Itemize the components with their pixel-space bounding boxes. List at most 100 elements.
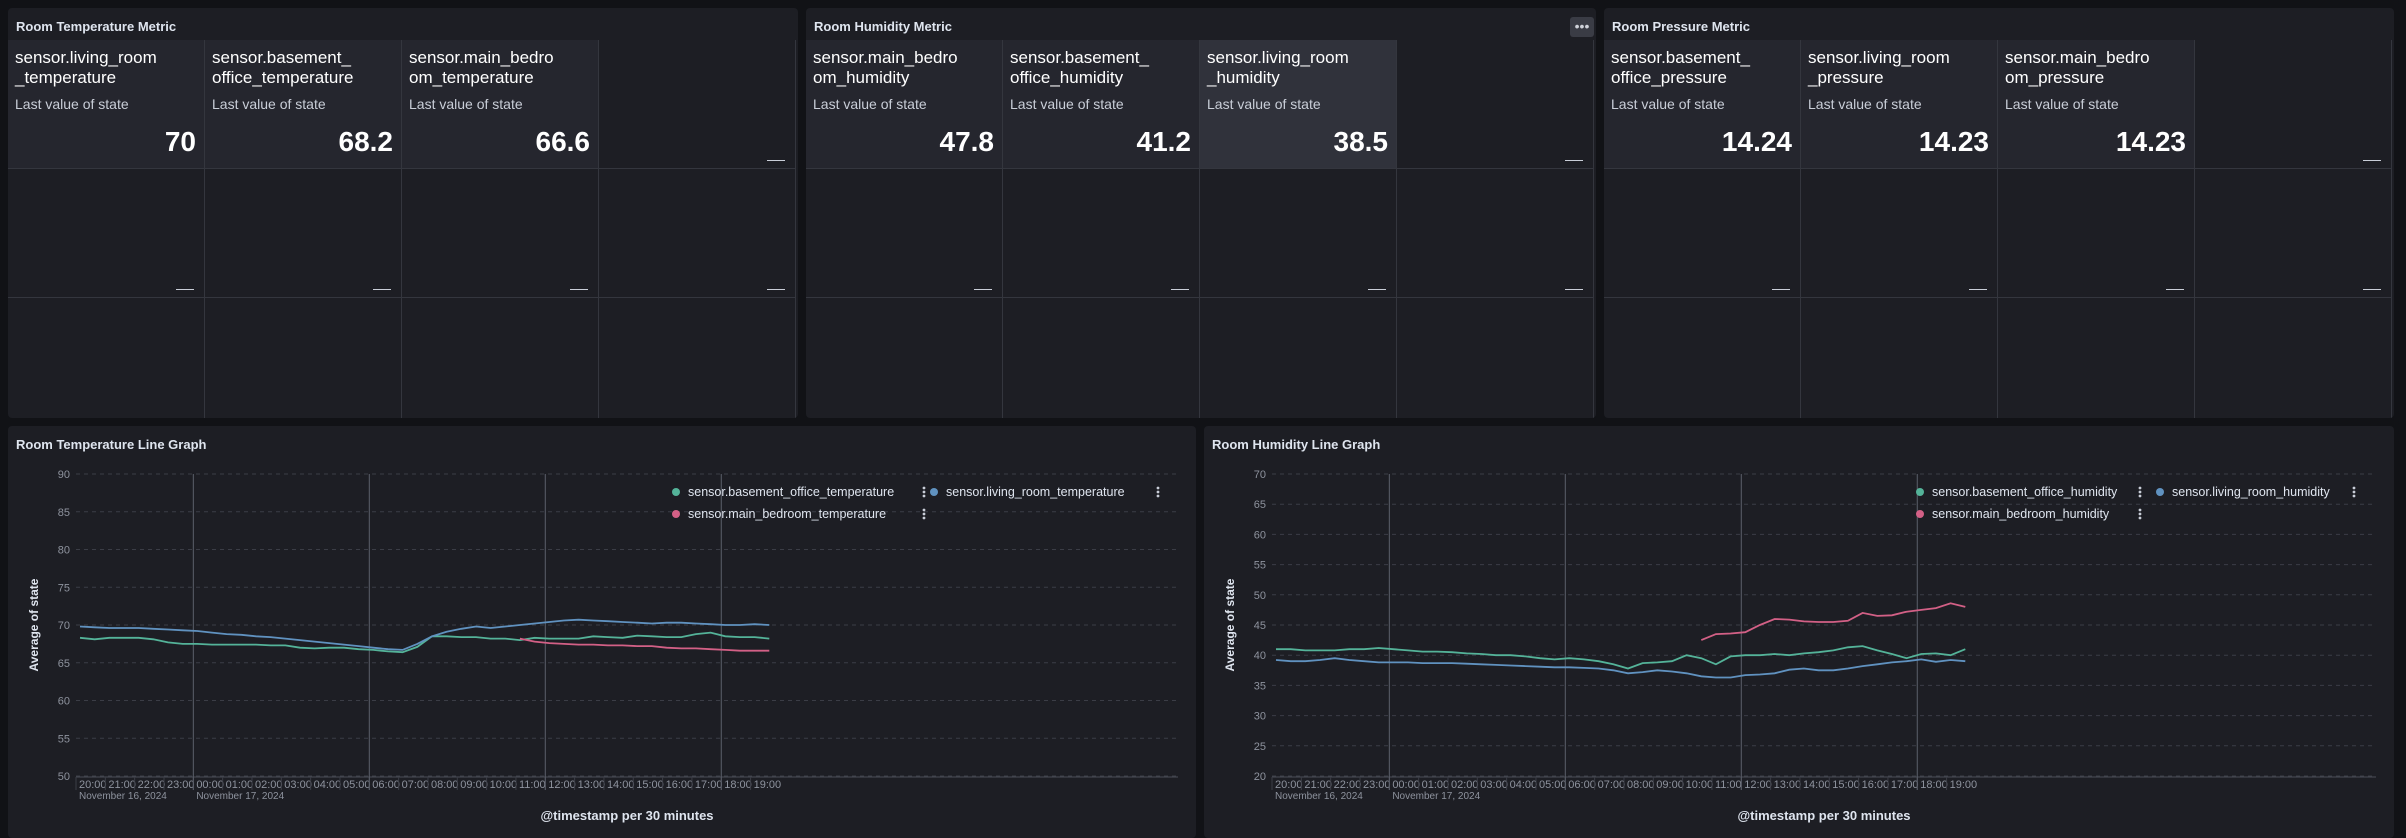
more-horizontal-icon[interactable]: •••	[1570, 17, 1594, 37]
metric-tile-empty	[2195, 40, 2392, 169]
more-vertical-icon	[2138, 490, 2142, 494]
metric-tile-name: sensor.main_bedro om_temperature	[409, 48, 554, 87]
more-vertical-icon	[922, 490, 926, 494]
metric-tile-empty	[402, 298, 599, 418]
metric-tile: sensor.basement_ office_humidity Last val…	[1003, 40, 1200, 169]
empty-value-dash	[1969, 289, 1987, 290]
metric-tile-subtitle: Last value of state	[1611, 96, 1725, 112]
metric-tile-empty	[1801, 169, 1998, 298]
more-vertical-icon	[2352, 494, 2356, 498]
metric-tile-empty	[1604, 298, 1801, 418]
metric-tile-empty	[1200, 298, 1397, 418]
metric-tile-empty	[2195, 169, 2392, 298]
metric-tile-value: 14.23	[2115, 126, 2186, 157]
series-line	[79, 631, 770, 654]
metric-tile-empty	[1801, 298, 1998, 418]
metric-tile-value: 14.23	[1918, 126, 1989, 157]
metric-tile-empty	[1397, 169, 1594, 298]
x-tick-label: 12:00	[548, 779, 576, 791]
x-tick-label: 23:00	[1363, 779, 1391, 791]
panel-title: Room Humidity Metric	[814, 19, 952, 34]
y-tick-label: 45	[1254, 620, 1266, 632]
metric-tile-value: 14.24	[1721, 126, 1792, 157]
more-vertical-icon	[2352, 490, 2356, 494]
y-tick-label: 50	[1254, 590, 1266, 602]
y-axis-title: Average of state	[27, 578, 41, 671]
y-tick-label: 20	[1254, 771, 1266, 783]
metric-grid: sensor.basement_ office_pressure Last val…	[1604, 40, 2394, 418]
x-tick-label: 09:00	[1656, 779, 1684, 791]
room-temperature-line-graph-panel: Room Temperature Line Graph 50 55 60 65 70 75…	[8, 426, 1196, 838]
y-tick-label: 80	[58, 545, 70, 557]
x-tick-label: 00:00	[1392, 779, 1420, 791]
x-tick-label: 10:00	[1686, 779, 1714, 791]
x-date-label: November 16, 2024	[1275, 791, 1363, 802]
metric-tile-empty	[806, 298, 1003, 418]
more-vertical-icon	[922, 508, 926, 512]
more-vertical-icon	[2138, 512, 2142, 516]
metric-tile-empty	[1200, 169, 1397, 298]
metric-tile: sensor.basement_ office_pressure Last val…	[1604, 40, 1801, 169]
more-vertical-icon	[922, 512, 926, 516]
x-tick-label: 04:00	[314, 779, 342, 791]
y-tick-label: 70	[1254, 469, 1266, 481]
metric-tile: sensor.living_room _humidity Last value o…	[1200, 40, 1397, 169]
metric-tile-empty	[2195, 298, 2392, 418]
metric-tile-value: 66.6	[535, 126, 591, 157]
metric-tile: sensor.main_bedro om_temperature Last val…	[402, 40, 599, 169]
more-vertical-icon	[2352, 486, 2356, 490]
empty-value-dash	[974, 289, 992, 290]
metric-tile-subtitle: Last value of state	[1808, 96, 1922, 112]
more-vertical-icon	[922, 486, 926, 490]
x-axis-title: @timestamp per 30 minutes	[1737, 808, 1910, 823]
metric-tile-subtitle: Last value of state	[1207, 96, 1321, 112]
x-tick-label: 15:00	[636, 779, 664, 791]
y-tick-label: 70	[58, 620, 70, 632]
room-humidity-metric-panel: Room Humidity Metric ••• sensor.main_bed…	[806, 8, 1596, 418]
x-tick-label: 17:00	[695, 779, 723, 791]
legend-label: sensor.living_room_humidity	[2172, 485, 2330, 499]
metric-tile-empty	[205, 169, 402, 298]
x-tick-label: 18:00	[1920, 779, 1948, 791]
x-tick-label: 11:00	[519, 779, 546, 791]
humidity-line-chart[interactable]: 20 25 30 35 40 45 50 55 60 65 70 20:00 21:00 22:00 23:…	[1204, 426, 2394, 838]
y-axis-title: Average of state	[1223, 578, 1237, 671]
x-tick-label: 00:00	[196, 779, 224, 791]
more-vertical-icon	[2138, 516, 2142, 520]
x-tick-label: 01:00	[226, 779, 254, 791]
empty-value-dash	[2363, 289, 2381, 290]
panel-title: Room Temperature Metric	[16, 19, 177, 34]
x-tick-label: 22:00	[1334, 779, 1362, 791]
x-tick-label: 19:00	[1950, 779, 1978, 791]
y-tick-label: 60	[58, 696, 70, 708]
metric-tile-value: 38.5	[1333, 126, 1389, 157]
metric-tile-empty	[1998, 298, 2195, 418]
temperature-line-chart[interactable]: 50 55 60 65 70 75 80 85 90 20:00 21:00 22:00 23:00 00…	[8, 426, 1196, 838]
metric-tile-empty	[599, 298, 796, 418]
metric-tile: sensor.basement_ office_temperature Last …	[205, 40, 402, 169]
metric-tile-subtitle: Last value of state	[212, 96, 326, 112]
metric-tile-value: 47.8	[939, 126, 995, 157]
legend-label: sensor.main_bedroom_temperature	[688, 507, 886, 521]
empty-value-dash	[767, 289, 785, 290]
empty-value-dash	[1368, 289, 1386, 290]
series-line	[1276, 645, 1966, 670]
empty-value-dash	[2363, 160, 2381, 161]
x-tick-label: 11:00	[1715, 779, 1742, 791]
x-tick-label: 20:00	[1275, 779, 1303, 791]
metric-tile: sensor.main_bedro om_pressure Last value …	[1998, 40, 2195, 169]
x-tick-label: 16:00	[666, 779, 694, 791]
more-vertical-icon	[2138, 494, 2142, 498]
x-tick-label: 06:00	[372, 779, 400, 791]
empty-value-dash	[373, 289, 391, 290]
metric-tile-subtitle: Last value of state	[15, 96, 129, 112]
y-tick-label: 75	[58, 582, 70, 594]
x-tick-label: 10:00	[490, 779, 518, 791]
metric-tile: sensor.living_room _temperature Last valu…	[8, 40, 205, 169]
x-tick-label: 23:00	[167, 779, 195, 791]
x-tick-label: 13:00	[578, 779, 606, 791]
x-tick-label: 04:00	[1510, 779, 1538, 791]
x-date-label: November 16, 2024	[79, 791, 167, 802]
series-line	[79, 618, 770, 651]
metric-tile-name: sensor.main_bedro om_humidity	[813, 48, 958, 87]
